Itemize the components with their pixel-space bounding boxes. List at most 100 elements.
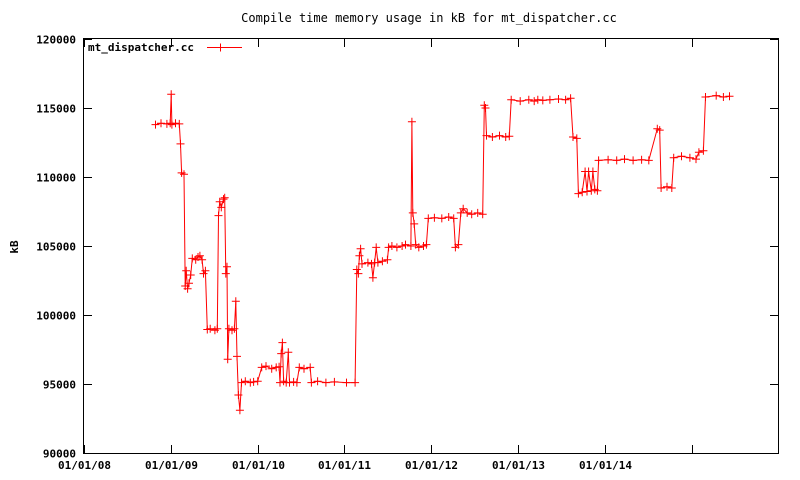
series-layer <box>151 90 734 415</box>
data-point <box>267 364 276 373</box>
y-tick-label: 115000 <box>36 103 76 116</box>
plot-frame <box>83 38 779 454</box>
x-tick-label: 01/01/14 <box>579 459 632 472</box>
data-point <box>516 97 525 106</box>
data-point <box>183 284 192 293</box>
data-point <box>644 156 653 165</box>
data-point <box>180 170 188 179</box>
data-point <box>233 352 241 361</box>
data-point <box>463 208 472 217</box>
data-point <box>186 271 195 279</box>
x-tick-label: 01/01/12 <box>405 459 458 472</box>
data-point <box>701 93 710 101</box>
data-point <box>574 189 583 198</box>
data-point <box>407 117 416 126</box>
data-point <box>182 266 191 275</box>
data-point <box>667 184 676 192</box>
data-point <box>185 279 193 288</box>
data-point <box>237 378 246 387</box>
data-point <box>478 210 487 219</box>
data-point <box>692 155 700 164</box>
data-point <box>545 95 554 104</box>
data-point <box>569 133 577 141</box>
data-point <box>473 208 482 217</box>
data-point <box>206 324 215 333</box>
data-point <box>358 259 366 268</box>
x-tick-label: 01/01/11 <box>318 459 371 472</box>
data-point <box>459 204 468 213</box>
y-tick-label: 95000 <box>43 379 76 392</box>
data-point <box>151 120 160 129</box>
data-point <box>406 242 415 250</box>
data-point <box>620 155 629 164</box>
data-point <box>306 363 315 372</box>
data-point <box>198 255 207 264</box>
data-point <box>524 95 533 104</box>
data-point <box>430 213 439 222</box>
data-point <box>221 269 230 278</box>
data-point <box>234 391 243 399</box>
data-point <box>368 273 377 282</box>
x-axis: 01/01/08 01/01/09 01/01/10 01/01/11 01/01/12… <box>58 39 693 472</box>
data-point <box>387 242 396 250</box>
y-tick-label: 100000 <box>36 310 76 323</box>
data-point <box>505 132 514 141</box>
x-tick-label: 01/01/09 <box>145 459 198 472</box>
data-point <box>262 362 270 371</box>
data-point <box>655 126 664 135</box>
data-point <box>292 378 301 387</box>
data-point <box>449 214 458 223</box>
data-point <box>719 93 728 101</box>
data-point <box>488 133 497 141</box>
data-point <box>657 184 666 192</box>
data-point <box>694 148 703 157</box>
chart-title: Compile time memory usage in kB for mt_d… <box>241 11 617 25</box>
data-point <box>363 258 372 267</box>
data-point <box>384 243 393 252</box>
data-point <box>495 131 504 140</box>
y-tick-label: 105000 <box>36 241 76 254</box>
data-point <box>566 94 575 103</box>
data-point <box>677 152 686 161</box>
data-point <box>356 244 365 253</box>
data-point <box>373 258 382 267</box>
x-tick-label: 01/01/10 <box>232 459 285 472</box>
data-point <box>663 182 671 191</box>
data-point <box>398 242 407 250</box>
data-point <box>572 134 581 143</box>
data-point <box>699 146 708 155</box>
data-point <box>195 251 204 260</box>
data-point <box>669 153 678 162</box>
data-point <box>284 348 293 357</box>
data-point <box>275 362 284 371</box>
data-point <box>285 378 294 387</box>
data-point <box>214 211 223 220</box>
data-point <box>201 266 210 275</box>
data-point <box>408 208 417 217</box>
data-point <box>321 378 330 387</box>
data-point <box>533 95 542 104</box>
data-point <box>612 156 621 165</box>
data-point <box>307 378 316 387</box>
data-point <box>437 214 446 223</box>
data-point <box>538 96 547 105</box>
data-point <box>392 243 401 252</box>
data-point <box>629 156 638 165</box>
data-point <box>725 92 734 101</box>
data-point <box>278 338 287 347</box>
data-point <box>188 254 197 263</box>
data-point <box>253 377 262 386</box>
data-point <box>167 120 176 129</box>
data-point <box>246 378 255 387</box>
data-point <box>401 240 410 249</box>
data-point <box>594 156 603 165</box>
data-point <box>162 119 171 128</box>
data-point <box>507 95 516 104</box>
data-point <box>157 119 165 128</box>
data-point <box>231 297 240 306</box>
data-point <box>257 363 266 372</box>
data-point <box>289 377 298 386</box>
data-point <box>604 155 613 164</box>
data-point <box>223 355 232 364</box>
data-point <box>410 219 419 228</box>
